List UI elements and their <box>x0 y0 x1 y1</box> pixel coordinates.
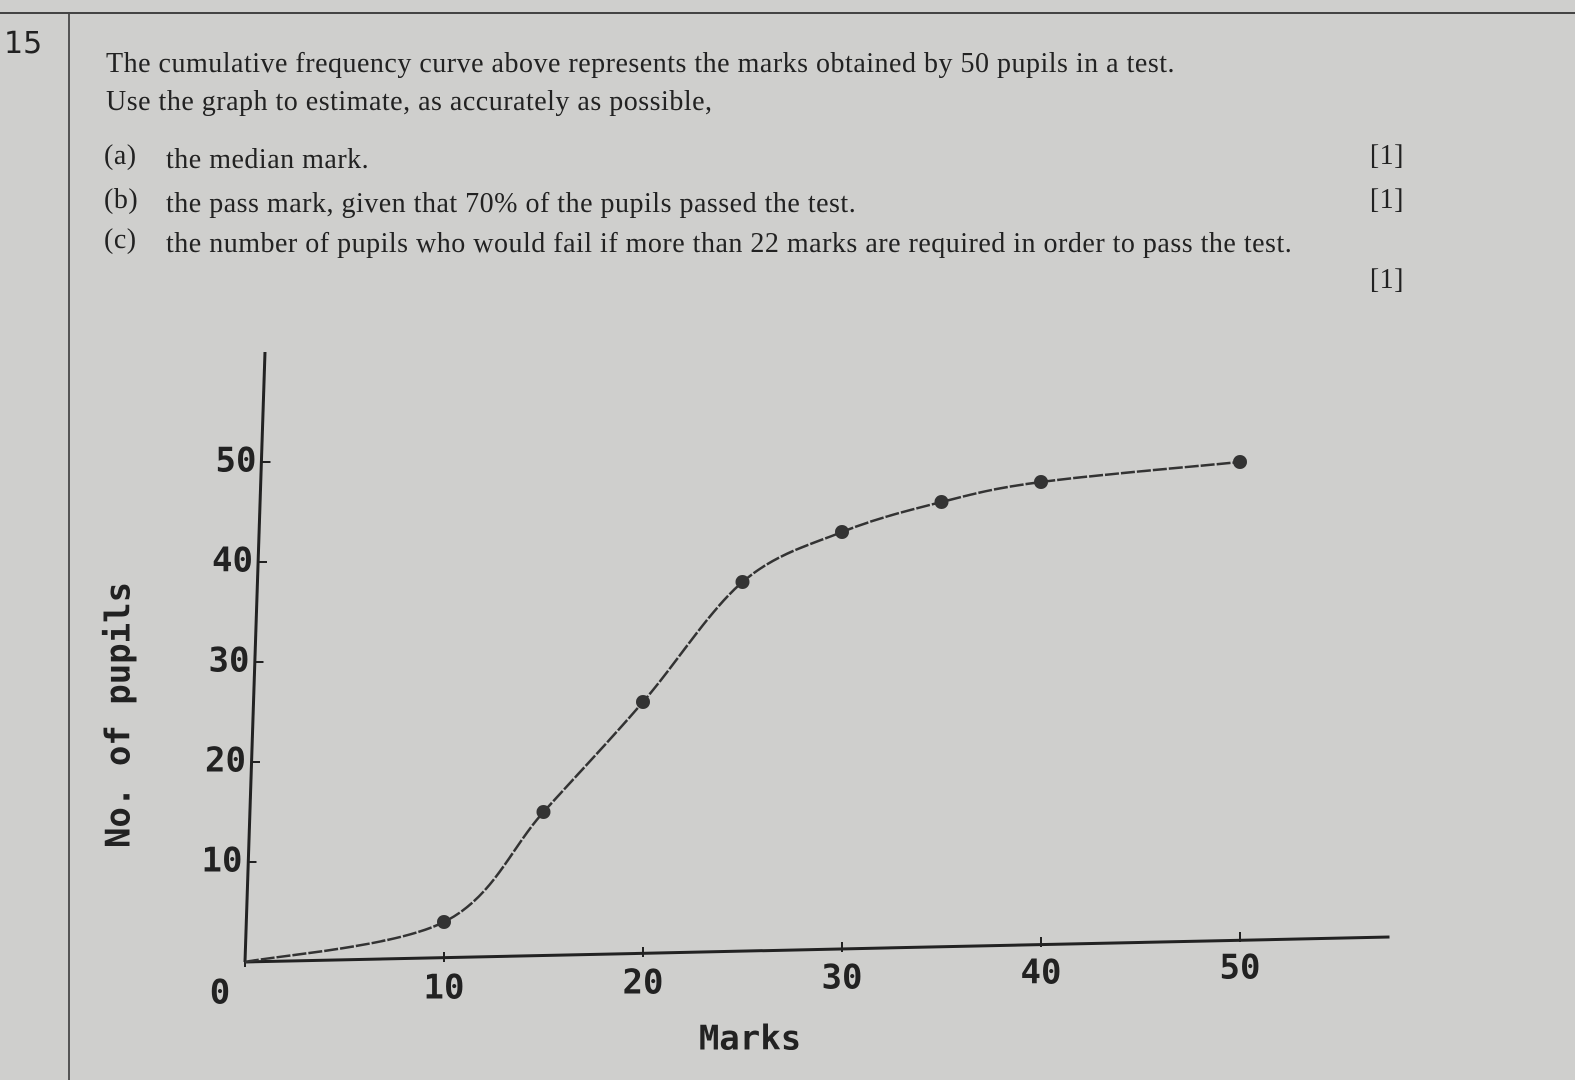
x-tick-label: 30 <box>822 958 863 998</box>
part-marks: [1] <box>1369 140 1404 171</box>
x-tick-label: 20 <box>623 963 664 1003</box>
point <box>536 805 551 819</box>
y-tick-label: 10 <box>202 841 243 881</box>
x-axis-label: Marks <box>699 1019 801 1059</box>
x-axis <box>244 935 1390 964</box>
part-marks: [1] <box>1369 264 1404 295</box>
intro-line: The cumulative frequency curve above rep… <box>106 48 1175 79</box>
part-label: (a) <box>104 140 137 171</box>
part-text: the median mark. <box>166 144 370 175</box>
point <box>934 495 949 509</box>
y-tick-label: 40 <box>212 541 253 581</box>
margin-line <box>68 14 70 1080</box>
rule <box>0 12 1575 14</box>
part-text: the pass mark, given that 70% of the pup… <box>166 188 857 219</box>
point <box>636 695 650 709</box>
point <box>1233 455 1247 469</box>
y-tick-label: 20 <box>205 741 246 781</box>
part-label: (c) <box>104 224 137 255</box>
y-tick-label: 50 <box>216 441 257 481</box>
part-label: (b) <box>104 184 139 215</box>
x-tick-label: 10 <box>424 968 465 1008</box>
question-number: 15 <box>4 26 43 61</box>
y-axis <box>243 351 267 963</box>
y-tick-label: 30 <box>209 641 250 681</box>
part-marks: [1] <box>1369 184 1404 215</box>
part-text: the number of pupils who would fail if m… <box>166 228 1293 259</box>
x-tick-label: 50 <box>1220 948 1261 988</box>
x-tick-label: 0 <box>210 973 230 1013</box>
point <box>835 525 849 539</box>
point <box>437 915 451 929</box>
curve <box>244 460 1241 964</box>
point <box>735 575 750 589</box>
point <box>1034 475 1048 489</box>
y-axis-label: No. of pupils <box>99 582 139 848</box>
x-tick-label: 40 <box>1021 953 1062 993</box>
intro-line: Use the graph to estimate, as accurately… <box>106 86 713 117</box>
